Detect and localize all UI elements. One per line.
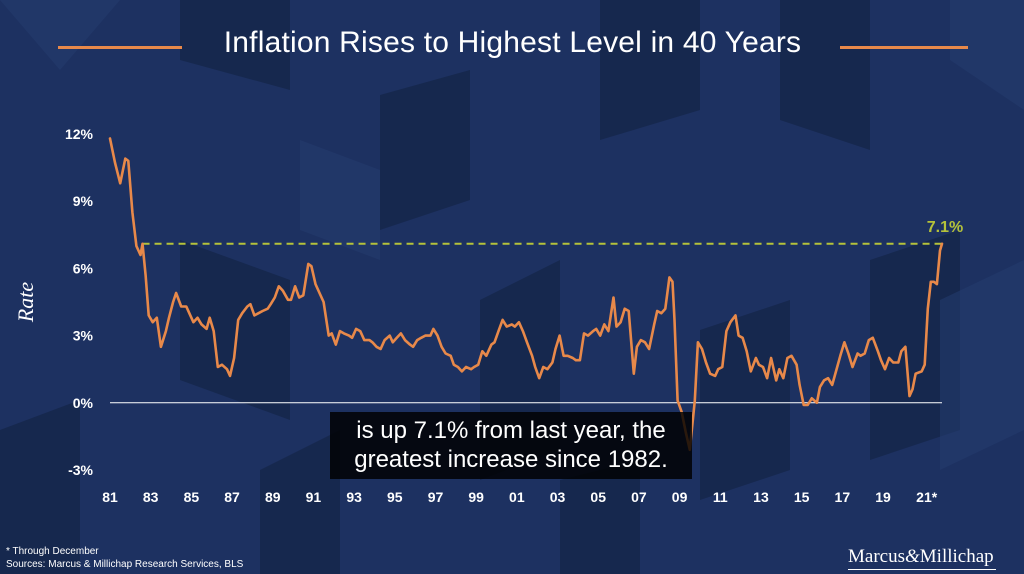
x-tick-label-6: 93 [346,489,362,505]
x-tick-label-19: 19 [875,489,891,505]
x-tick-label-13: 07 [631,489,647,505]
x-tick-label-1: 83 [143,489,159,505]
x-tick-label-0: 81 [102,489,118,505]
y-tick-label-4: 0% [73,395,94,411]
x-tick-label-17: 15 [794,489,810,505]
footnote-through: * Through December [6,546,99,557]
x-tick-label-16: 13 [753,489,769,505]
x-tick-label-14: 09 [672,489,688,505]
x-tick-label-15: 11 [713,489,728,505]
x-tick-label-9: 99 [468,489,484,505]
brand-logo-part1: Marcus [848,546,905,567]
y-axis-label: Rate [13,282,38,324]
reference-value-label: 7.1% [927,219,963,236]
brand-logo: Marcus&Millichap [848,546,994,568]
y-tick-label-1: 9% [73,193,94,209]
title-decor-line-left [58,46,182,49]
caption-line-1: is up 7.1% from last year, the [356,417,666,444]
subtitle-caption: is up 7.1% from last year, the greatest … [330,412,692,479]
y-tick-label-5: -3% [68,462,93,478]
inflation-rate-line [108,137,944,452]
chart-title-bar: Inflation Rises to Highest Level in 40 Y… [0,22,1024,72]
y-tick-label-0: 12% [65,126,94,142]
x-tick-label-10: 01 [509,489,525,505]
x-tick-label-12: 05 [590,489,606,505]
x-tick-label-7: 95 [387,489,403,505]
x-tick-label-11: 03 [550,489,566,505]
caption-line-2: greatest increase since 1982. [354,446,668,473]
footnote: * Through December Sources: Marcus & Mil… [6,545,243,571]
x-tick-label-8: 97 [428,489,444,505]
brand-underline [848,569,996,570]
brand-logo-part2: Millichap [919,546,994,567]
y-tick-label-2: 6% [73,260,94,276]
x-tick-label-18: 17 [835,489,851,505]
x-tick-label-4: 89 [265,489,281,505]
x-tick-label-20: 21* [916,489,938,505]
x-tick-label-3: 87 [224,489,240,505]
footnote-sources: Sources: Marcus & Millichap Research Ser… [6,559,244,570]
y-tick-label-3: 3% [73,328,94,344]
x-tick-label-5: 91 [306,489,322,505]
x-tick-label-2: 85 [184,489,200,505]
chart-title: Inflation Rises to Highest Level in 40 Y… [223,26,802,59]
title-decor-line-right [840,46,968,49]
brand-logo-amp: & [904,546,920,567]
